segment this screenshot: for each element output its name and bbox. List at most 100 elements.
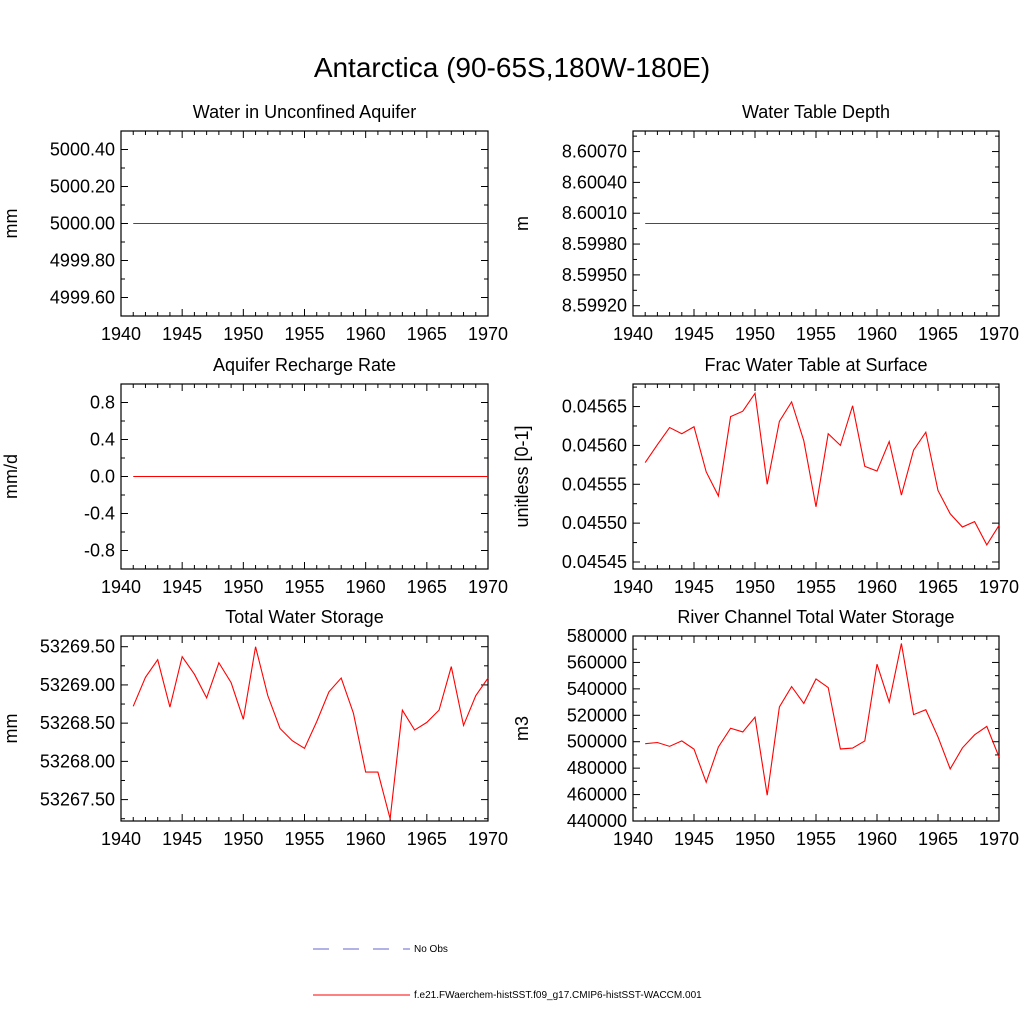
x-tick-label: 1945: [162, 829, 202, 849]
y-tick-label: 8.60010: [562, 203, 627, 223]
x-tick-label: 1950: [735, 577, 775, 597]
x-tick-label: 1960: [346, 324, 386, 344]
plot-frame: [120, 635, 489, 822]
y-tick-label: 5000.40: [50, 140, 115, 160]
x-tick-label: 1970: [979, 829, 1019, 849]
x-tick-label: 1950: [735, 324, 775, 344]
y-tick-label: 8.60040: [562, 172, 627, 192]
x-tick-label: 1955: [284, 324, 324, 344]
x-tick-label: 1955: [796, 577, 836, 597]
panel-title: Water in Unconfined Aquifer: [193, 102, 416, 122]
x-tick-label: 1955: [796, 829, 836, 849]
y-axis-label: mm: [1, 209, 21, 239]
legend: No Obs f.e21.FWaerchem-histSST.f09_g17.C…: [313, 944, 702, 1001]
y-axis-label: m: [512, 216, 532, 231]
x-tick-label: 1965: [407, 577, 447, 597]
x-tick-label: 1945: [162, 324, 202, 344]
legend-obs-label: No Obs: [414, 944, 448, 955]
x-tick-label: 1960: [346, 829, 386, 849]
y-tick-label: 53269.50: [40, 637, 115, 657]
panel-6: River Channel Total Water Storage m3 1940 1…: [512, 607, 1019, 849]
y-tick-label: 0.0: [90, 467, 115, 487]
y-tick-label: 560000: [567, 652, 627, 672]
y-axis-label: unitless [0-1]: [512, 425, 532, 527]
y-tick-label: 5000.00: [50, 214, 115, 234]
x-tick-label: 1955: [284, 577, 324, 597]
panel-3: Aquifer Recharge Rate mm/d 1940 1945 1950 195…: [1, 355, 508, 597]
y-tick-label: 0.04550: [562, 513, 627, 533]
x-tick-label: 1945: [674, 324, 714, 344]
x-tick-label: 1940: [101, 829, 141, 849]
y-tick-label: 53268.50: [40, 713, 115, 733]
series-line: [132, 646, 489, 819]
y-tick-label: 460000: [567, 785, 627, 805]
y-tick-label: 8.59980: [562, 234, 627, 254]
series-line: [644, 391, 1000, 547]
x-tick-label: 1960: [857, 829, 897, 849]
x-tick-label: 1940: [613, 829, 653, 849]
panel-title: Aquifer Recharge Rate: [213, 355, 396, 375]
y-tick-label: 53268.00: [40, 751, 115, 771]
panel-1: Water in Unconfined Aquifer mm 1940 1945 195…: [1, 102, 508, 344]
y-tick-label: 4999.60: [50, 288, 115, 308]
y-tick-label: 53267.50: [40, 790, 115, 810]
x-tick-label: 1970: [468, 324, 508, 344]
x-tick-label: 1945: [674, 577, 714, 597]
y-tick-label: 8.59920: [562, 296, 627, 316]
x-tick-label: 1940: [101, 577, 141, 597]
legend-model-label: f.e21.FWaerchem-histSST.f09_g17.CMIP6-hi…: [414, 990, 702, 1001]
y-tick-label: 5000.20: [50, 177, 115, 197]
y-tick-label: 0.04560: [562, 435, 627, 455]
x-tick-label: 1965: [918, 324, 958, 344]
figure-title: Antarctica (90-65S,180W-180E): [313, 52, 711, 83]
y-tick-label: 0.04565: [562, 397, 627, 417]
y-tick-label: 53269.00: [40, 675, 115, 695]
y-tick-label: 0.04555: [562, 474, 627, 494]
y-tick-label: 0.04545: [562, 552, 627, 572]
y-tick-label: -0.4: [84, 504, 115, 524]
x-tick-label: 1970: [468, 577, 508, 597]
x-tick-label: 1970: [468, 829, 508, 849]
panel-title: Water Table Depth: [742, 102, 890, 122]
y-tick-label: 8.60070: [562, 142, 627, 162]
x-tick-label: 1945: [674, 829, 714, 849]
x-tick-label: 1960: [857, 577, 897, 597]
y-tick-label: -0.8: [84, 541, 115, 561]
y-tick-label: 0.8: [90, 393, 115, 413]
plot-frame: [632, 635, 1000, 822]
x-tick-label: 1970: [979, 324, 1019, 344]
x-tick-label: 1950: [223, 577, 263, 597]
x-tick-label: 1950: [223, 829, 263, 849]
panel-5: Total Water Storage mm 1940 1945 1950 1955 196…: [1, 607, 508, 849]
panel-4: Frac Water Table at Surface unitless [0-1…: [512, 355, 1019, 597]
y-axis-label: mm/d: [1, 454, 21, 499]
y-tick-label: 4999.80: [50, 251, 115, 271]
x-tick-label: 1960: [857, 324, 897, 344]
x-tick-label: 1965: [407, 324, 447, 344]
y-tick-label: 8.59950: [562, 265, 627, 285]
plot-frame: [632, 383, 1000, 570]
x-tick-label: 1950: [735, 829, 775, 849]
x-tick-label: 1965: [918, 829, 958, 849]
x-tick-label: 1940: [613, 577, 653, 597]
y-tick-label: 580000: [567, 626, 627, 646]
y-axis-label: m3: [512, 716, 532, 741]
y-axis-label: mm: [1, 714, 21, 744]
y-tick-label: 540000: [567, 679, 627, 699]
y-tick-label: 0.4: [90, 430, 115, 450]
y-tick-label: 440000: [567, 811, 627, 831]
series-line: [645, 643, 1000, 796]
x-tick-label: 1965: [407, 829, 447, 849]
y-tick-label: 500000: [567, 732, 627, 752]
x-tick-label: 1945: [162, 577, 202, 597]
x-tick-label: 1940: [613, 324, 653, 344]
panel-title: River Channel Total Water Storage: [677, 607, 954, 627]
x-tick-label: 1960: [346, 577, 386, 597]
panel-2: Water Table Depth m 1940 1945 1950 1955 1960 19…: [512, 102, 1019, 344]
panel-title: Frac Water Table at Surface: [704, 355, 927, 375]
x-tick-label: 1955: [284, 829, 324, 849]
panels-group: Water in Unconfined Aquifer mm 1940 1945 195…: [1, 102, 1019, 849]
x-tick-label: 1965: [918, 577, 958, 597]
y-tick-label: 520000: [567, 705, 627, 725]
